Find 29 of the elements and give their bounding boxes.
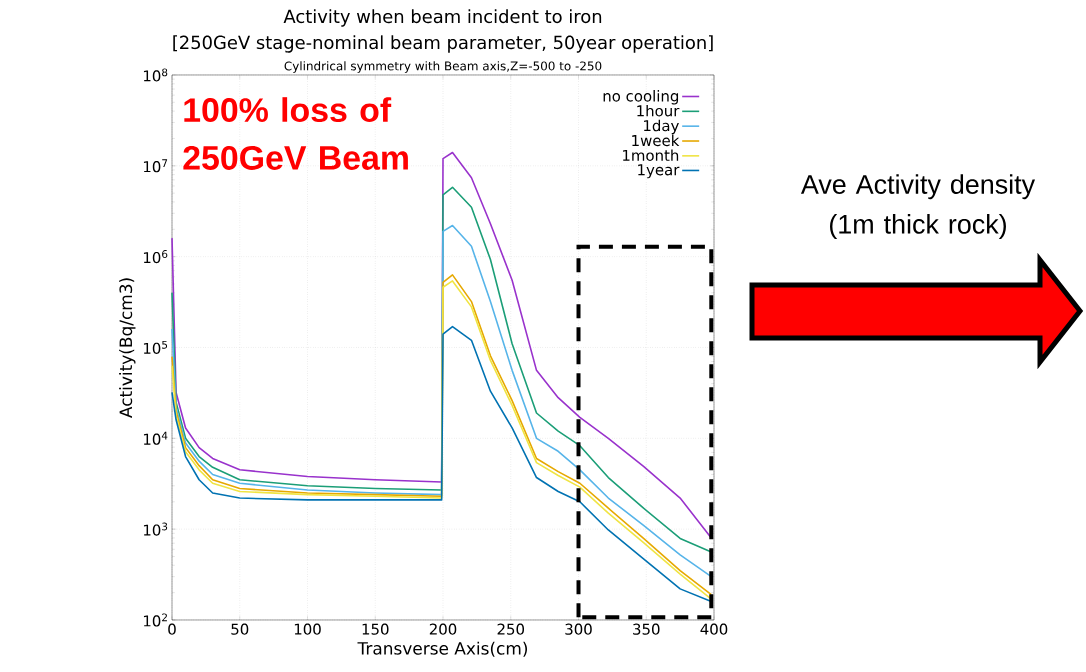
y-tick-label: 10$^{7}$ bbox=[143, 159, 168, 173]
x-axis-title: Transverse Axis(cm) bbox=[357, 641, 528, 657]
x-tick-label: 150 bbox=[362, 623, 389, 635]
y-tick-label: 10$^{6}$ bbox=[143, 250, 168, 264]
x-tick-label: 50 bbox=[231, 623, 249, 635]
y-tick-label: 10$^{2}$ bbox=[143, 613, 167, 627]
x-tick-label: 200 bbox=[429, 623, 457, 635]
x-tick-label: 0 bbox=[168, 623, 176, 635]
y-tick-label: 10$^{3}$ bbox=[143, 522, 168, 536]
text: Ave Activity density (1m thick rock) bbox=[800, 174, 1036, 240]
legend-label: 1month bbox=[623, 149, 679, 161]
legend-label: 1hour bbox=[637, 104, 680, 117]
y-tick-label: 10$^{4}$ bbox=[143, 431, 168, 445]
y-tick-label: 10$^{8}$ bbox=[143, 68, 168, 82]
text: Cylindrical symmetry with Beam axis,Z=-500 to -250 bbox=[284, 61, 602, 73]
y-axis-title: Activity(Bq/cm3) bbox=[119, 278, 136, 418]
legend-label: no cooling bbox=[603, 90, 679, 105]
legend-label: 1week bbox=[632, 134, 680, 147]
x-tick-label: 250 bbox=[497, 623, 525, 635]
x-tick-label: 350 bbox=[633, 623, 660, 635]
chart-subtitle: [250GeV stage-nominal beam parameter, 50year operation] bbox=[173, 35, 713, 53]
y-tick-label: 10$^{5}$ bbox=[143, 340, 168, 355]
legend-label: 1day bbox=[644, 119, 679, 135]
x-tick-label: 100 bbox=[294, 623, 321, 635]
annotation: 100% loss of 250GeV Beam bbox=[183, 97, 408, 170]
x-tick-label: 300 bbox=[565, 623, 592, 635]
chart-title: Activity when beam incident to iron bbox=[283, 9, 602, 27]
x-tick-label: 400 bbox=[700, 623, 728, 635]
legend-label: 1year bbox=[638, 164, 680, 179]
